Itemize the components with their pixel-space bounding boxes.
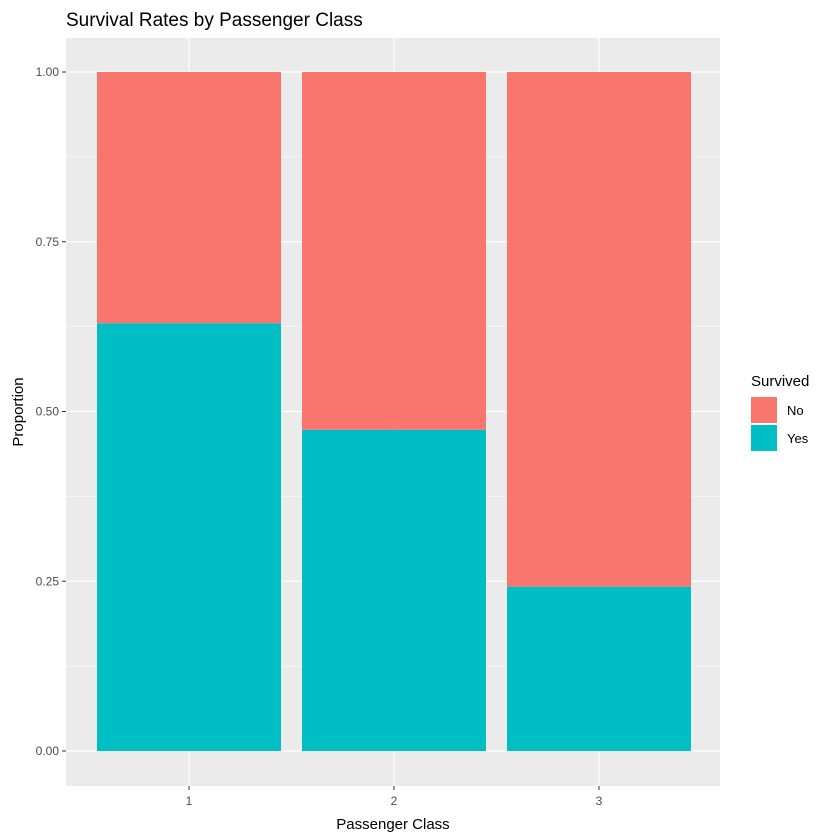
bar-yes-class-1 [97, 323, 281, 751]
y-tick-label: 0.00 [36, 744, 60, 758]
y-tick-label: 1.00 [36, 65, 60, 79]
legend-key-yes [751, 425, 777, 451]
bar-no-class-1 [97, 72, 281, 324]
x-axis-title: Passenger Class [336, 816, 449, 833]
y-tick-label: 0.25 [36, 574, 60, 588]
y-axis: 0.00 0.25 0.50 0.75 1.00 [36, 65, 66, 758]
bars [97, 72, 691, 751]
bar-yes-class-3 [507, 586, 691, 751]
y-tick-label: 0.50 [36, 405, 60, 419]
legend-label-yes: Yes [787, 431, 809, 446]
y-tick-label: 0.75 [36, 235, 60, 249]
legend-key-no [751, 397, 777, 423]
x-tick-label: 2 [391, 794, 398, 808]
legend-label-no: No [787, 403, 804, 418]
y-axis-title: Proportion [10, 377, 27, 446]
x-axis: 1 2 3 [186, 786, 603, 808]
bar-no-class-2 [302, 72, 486, 430]
legend: Survived No Yes [751, 373, 809, 451]
legend-title: Survived [751, 373, 809, 390]
x-tick-label: 1 [186, 794, 193, 808]
chart-title: Survival Rates by Passenger Class [66, 10, 363, 31]
x-tick-label: 3 [596, 794, 603, 808]
bar-no-class-3 [507, 72, 691, 587]
bar-yes-class-2 [302, 429, 486, 751]
